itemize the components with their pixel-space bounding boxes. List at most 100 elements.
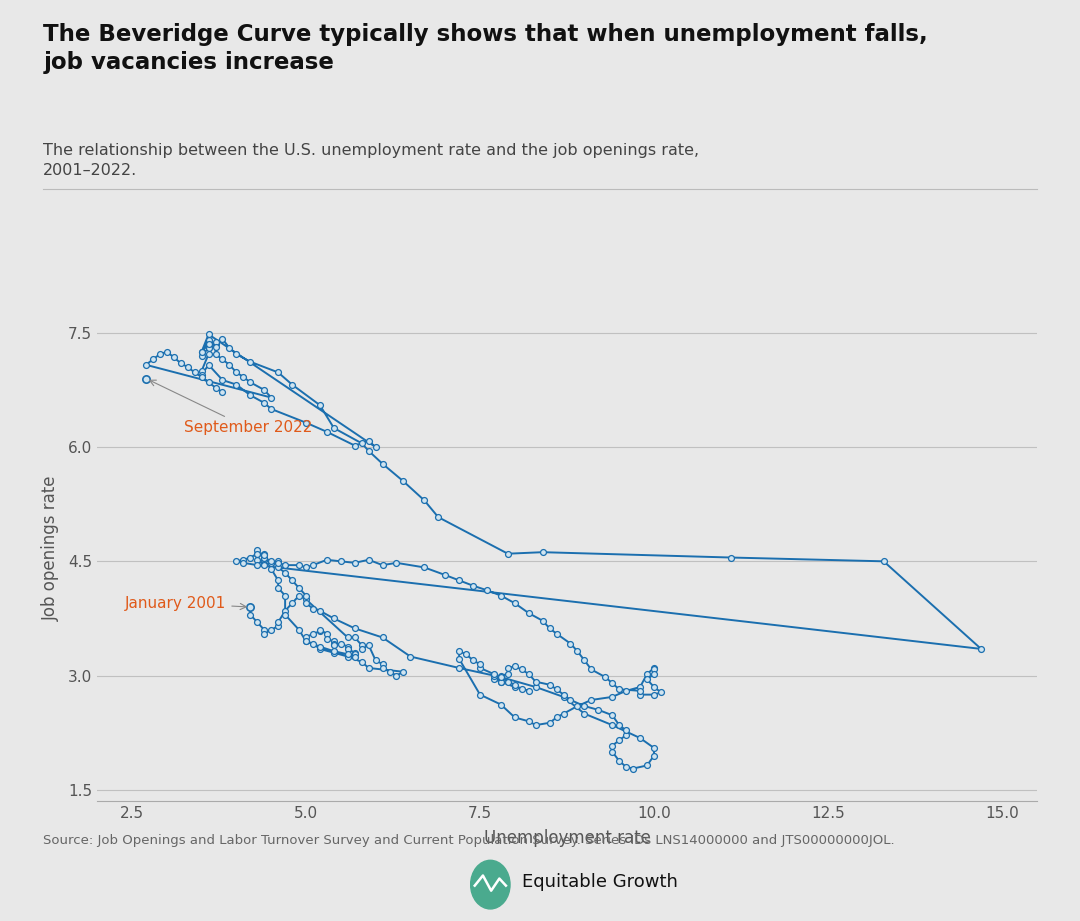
Point [214, 385, 231, 400]
Point [395, 664, 413, 679]
Point [248, 542, 266, 557]
Point [256, 553, 273, 567]
Point [220, 357, 238, 372]
Point [555, 690, 572, 705]
Point [297, 596, 314, 611]
Point [492, 670, 510, 684]
Point [283, 378, 300, 392]
Point [416, 560, 433, 575]
Point [646, 667, 663, 682]
Point [207, 339, 225, 354]
Point [548, 682, 565, 696]
Point [242, 375, 259, 390]
Point [262, 402, 280, 416]
Point [242, 550, 259, 565]
Point [325, 644, 342, 659]
Point [638, 758, 656, 773]
Point [145, 352, 162, 367]
Point [311, 398, 328, 413]
Point [276, 589, 294, 603]
Point [262, 555, 280, 570]
Point [353, 655, 370, 670]
Point [305, 636, 322, 651]
Point [305, 626, 322, 641]
Point [471, 687, 488, 702]
Point [311, 639, 328, 654]
Point [256, 546, 273, 561]
Point [339, 630, 356, 645]
Point [492, 589, 510, 603]
Point [618, 760, 635, 775]
Point [604, 739, 621, 753]
Point [632, 730, 649, 745]
Point [137, 357, 154, 372]
Point [248, 546, 266, 561]
Point [521, 714, 538, 729]
Point [311, 642, 328, 657]
Point [291, 580, 308, 595]
Point [207, 334, 225, 349]
Point [583, 693, 600, 707]
Point [305, 601, 322, 616]
Point [353, 436, 370, 450]
Point [374, 457, 391, 472]
Point [576, 653, 593, 668]
Point [270, 573, 287, 588]
Point [562, 636, 579, 651]
Point [527, 674, 544, 689]
Point [569, 644, 586, 659]
Point [346, 646, 363, 660]
Point [242, 600, 259, 614]
Point [507, 677, 524, 692]
Point [200, 347, 217, 362]
Point [311, 603, 328, 618]
Text: The Beveridge Curve typically shows that when unemployment falls,
job vacancies : The Beveridge Curve typically shows that… [43, 23, 928, 75]
Point [200, 341, 217, 356]
Point [325, 646, 342, 660]
Point [228, 378, 245, 392]
Point [521, 606, 538, 621]
Point [242, 607, 259, 622]
Point [632, 683, 649, 698]
Point [256, 395, 273, 410]
Point [200, 375, 217, 390]
Point [262, 623, 280, 637]
Point [450, 660, 468, 675]
Point [569, 699, 586, 714]
Point [430, 510, 447, 525]
Point [381, 664, 399, 679]
Point [193, 344, 211, 359]
Point [193, 344, 211, 359]
Y-axis label: Job openings rate: Job openings rate [42, 475, 59, 621]
Point [610, 682, 627, 696]
Point [248, 546, 266, 561]
Point [311, 623, 328, 637]
Point [374, 657, 391, 671]
Point [513, 682, 530, 696]
Point [492, 669, 510, 683]
Point [485, 669, 502, 683]
Point [555, 687, 572, 702]
Point [507, 596, 524, 611]
Point [374, 630, 391, 645]
Point [346, 649, 363, 664]
Point [624, 761, 642, 775]
Point [276, 607, 294, 622]
Point [436, 567, 454, 582]
Point [234, 555, 252, 570]
Point [270, 365, 287, 379]
Point [165, 350, 183, 365]
Point [193, 369, 211, 384]
Point [297, 415, 314, 430]
Point [610, 753, 627, 768]
Point [256, 382, 273, 397]
Point [618, 728, 635, 742]
Point [464, 653, 482, 668]
Point [610, 733, 627, 748]
Point [646, 662, 663, 677]
Point [234, 553, 252, 567]
Point [172, 356, 189, 370]
Point [325, 634, 342, 648]
Point [353, 637, 370, 652]
Point [541, 621, 558, 635]
